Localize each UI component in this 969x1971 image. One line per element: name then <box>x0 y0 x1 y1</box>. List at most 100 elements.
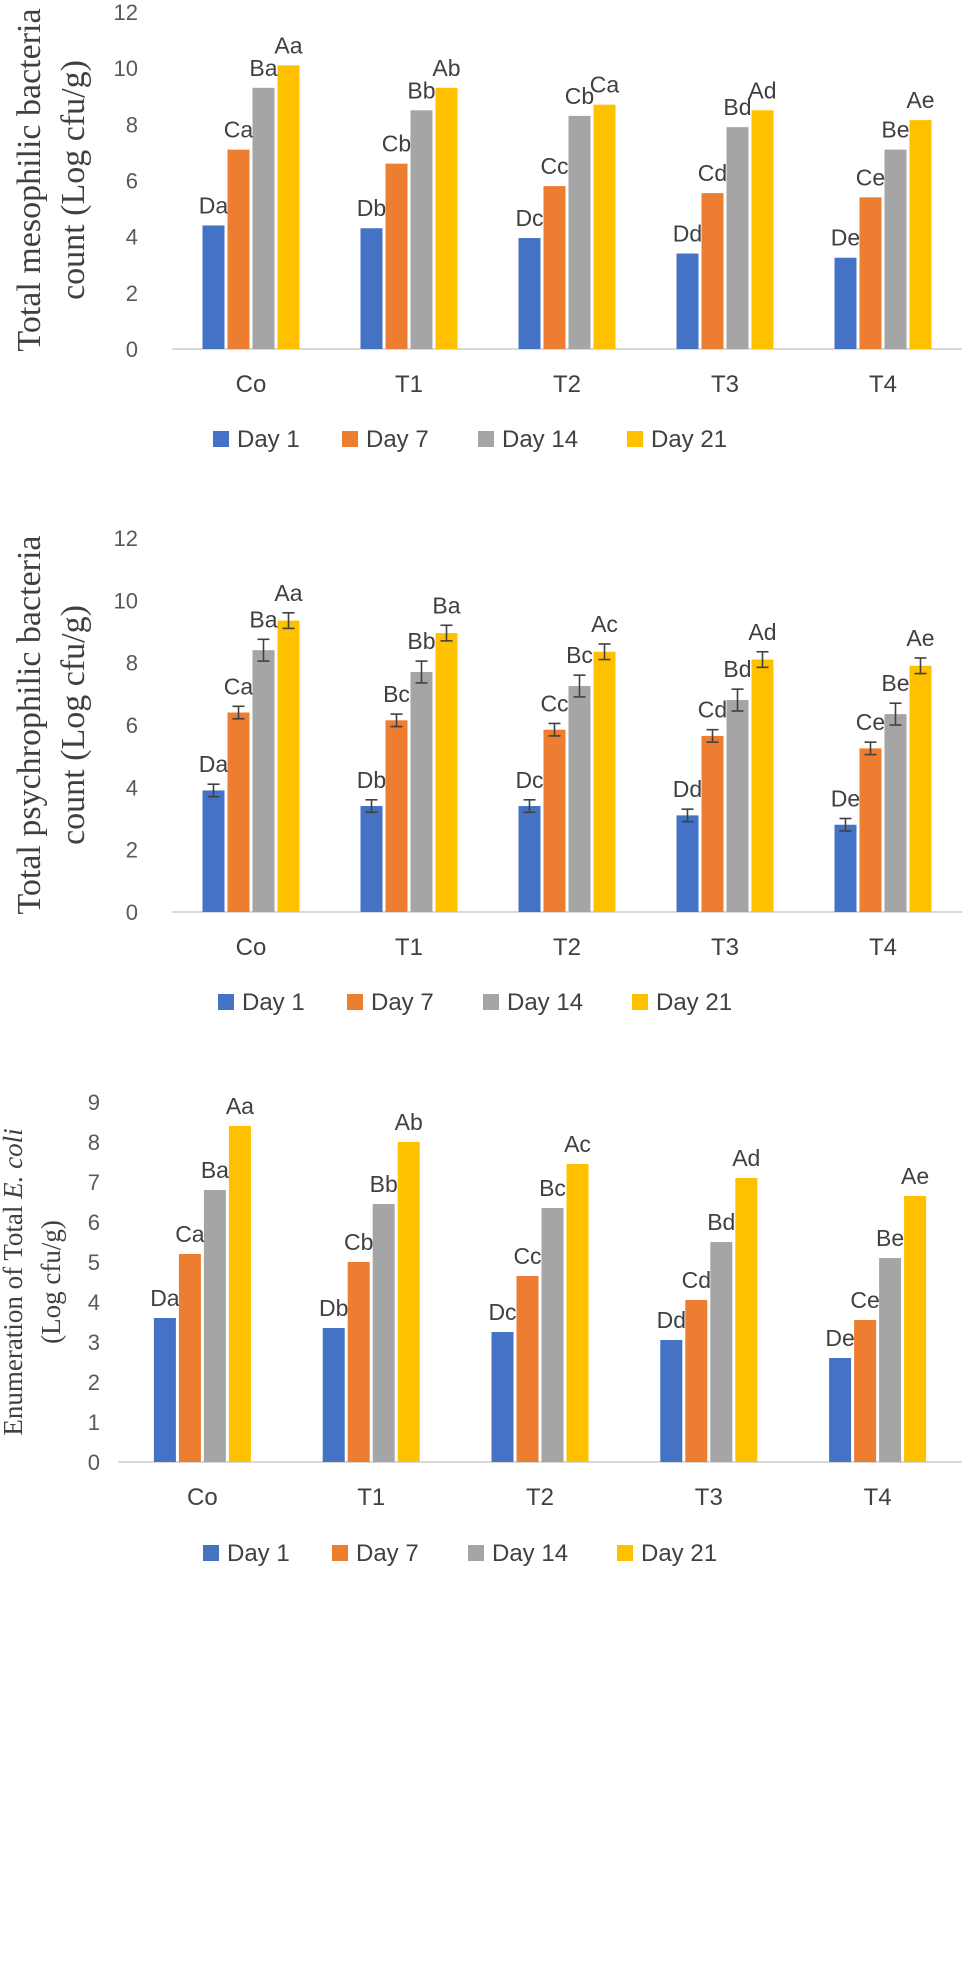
bar-day-21-t1 <box>435 633 458 912</box>
y-axis-title-line: Total mesophilic bacteria <box>11 8 48 351</box>
legend-swatch-day-21 <box>632 994 648 1010</box>
bar-day-7-co <box>178 1254 201 1462</box>
bar-day-14-t2 <box>568 115 591 350</box>
data-label: Ca <box>224 673 254 699</box>
bar-day-7-t3 <box>685 1300 708 1462</box>
x-category-label: T3 <box>711 934 739 961</box>
legend-swatch-day-14 <box>483 994 499 1010</box>
legend-label: Day 14 <box>492 1540 568 1567</box>
y-tick-label: 9 <box>88 1090 100 1115</box>
bar-day-21-t4 <box>904 1196 927 1462</box>
data-label: Be <box>876 1225 904 1251</box>
bar-day-7-t2 <box>516 1276 539 1462</box>
bar-day-14-t1 <box>410 110 433 350</box>
data-label: Ca <box>175 1221 205 1247</box>
legend-label: Day 14 <box>507 989 583 1016</box>
x-category-label: T1 <box>357 1484 385 1511</box>
data-label: Dd <box>657 1307 686 1333</box>
legend-swatch-day-7 <box>342 431 358 447</box>
bar-day-7-t4 <box>859 748 882 912</box>
data-label: Da <box>150 1285 180 1311</box>
bar-day-21-t2 <box>566 1164 589 1462</box>
y-axis-title: Total psychrophilic bacteria count (Log c… <box>11 535 92 914</box>
x-category-label: Co <box>236 371 267 398</box>
data-label: Ca <box>590 72 620 98</box>
data-label: Dc <box>488 1299 516 1325</box>
data-label: Cd <box>698 160 727 186</box>
data-label: Dc <box>515 767 543 793</box>
bar-day-1-co <box>153 1318 176 1462</box>
y-axis-title-text: Enumeration of Total <box>0 1199 28 1436</box>
y-axis-title-line: (Log cfu/g) <box>36 1220 66 1344</box>
bar-day-14-t3 <box>726 700 749 912</box>
data-label: Ad <box>748 619 776 645</box>
legend-swatch-day-7 <box>347 994 363 1010</box>
x-category-label: T2 <box>553 934 581 961</box>
bar-day-21-co <box>277 65 300 349</box>
bar-day-7-t3 <box>701 193 724 349</box>
legend-label: Day 21 <box>656 989 732 1016</box>
bar-day-1-t1 <box>360 806 383 912</box>
y-tick-label: 4 <box>88 1290 100 1315</box>
y-axis-title-italic: E. coli <box>0 1128 28 1199</box>
y-tick-label: 6 <box>126 713 138 738</box>
data-label: Da <box>199 192 229 218</box>
chart-mesophilic-bacteria: 0 2 4 6 8 10 12 Total mesophilic bacteria count … <box>11 0 962 453</box>
data-label: Bb <box>407 77 435 103</box>
bar-day-21-co <box>228 1126 251 1462</box>
legend-swatch-day-1 <box>218 994 234 1010</box>
legend-swatch-day-7 <box>332 1545 348 1561</box>
x-category-label: T4 <box>869 371 897 398</box>
x-category-label: T3 <box>711 371 739 398</box>
bar-day-1-t1 <box>322 1328 345 1462</box>
y-axis-title: Enumeration of Total E. coli (Log cfu/g) <box>0 1128 66 1435</box>
data-label: Ce <box>856 709 885 735</box>
y-tick-label: 1 <box>88 1410 100 1435</box>
y-tick-label: 8 <box>126 651 138 676</box>
x-category-label: T1 <box>395 934 423 961</box>
legend-label: Day 21 <box>641 1540 717 1567</box>
data-label: Da <box>199 751 229 777</box>
bar-day-7-t1 <box>385 720 408 912</box>
data-label: Db <box>357 195 386 221</box>
data-label: Ca <box>224 117 254 143</box>
y-tick-label: 7 <box>88 1170 100 1195</box>
bar-day-14-t2 <box>568 686 591 912</box>
bar-day-14-t4 <box>879 1258 902 1462</box>
bar-day-7-t1 <box>385 163 408 349</box>
y-tick-label: 5 <box>88 1250 100 1275</box>
y-tick-label: 2 <box>88 1370 100 1395</box>
data-label: Cb <box>565 83 594 109</box>
data-label: Aa <box>274 32 302 58</box>
bar-day-14-t4 <box>884 714 907 912</box>
data-label: Ae <box>901 1163 929 1189</box>
data-label: Ba <box>249 55 277 81</box>
data-label: Db <box>319 1295 348 1321</box>
data-label: Cc <box>540 153 568 179</box>
legend-swatch-day-14 <box>468 1545 484 1561</box>
bar-day-21-t4 <box>909 665 932 912</box>
data-label: Be <box>881 670 909 696</box>
bar-day-21-co <box>277 620 300 912</box>
bar-day-1-t3 <box>676 815 699 912</box>
bar-day-1-co <box>202 790 225 912</box>
legend-swatch-day-21 <box>617 1545 633 1561</box>
bar-day-7-t1 <box>347 1262 370 1462</box>
legend-swatch-day-1 <box>213 431 229 447</box>
data-label: Cb <box>344 1229 373 1255</box>
data-label: Ce <box>856 164 885 190</box>
bar-day-7-t4 <box>854 1320 877 1462</box>
bar-day-21-t4 <box>909 120 932 349</box>
bar-day-1-t1 <box>360 228 383 349</box>
data-label: De <box>831 786 860 812</box>
bar-day-7-t3 <box>701 735 724 912</box>
data-label: Ce <box>850 1287 879 1313</box>
legend-swatch-day-21 <box>627 431 643 447</box>
bar-day-21-t3 <box>751 659 774 912</box>
data-label: Dd <box>673 776 702 802</box>
bar-day-1-t4 <box>829 1358 852 1462</box>
bar-day-21-t1 <box>397 1142 420 1462</box>
data-label: Ae <box>906 625 934 651</box>
data-label: Bd <box>723 656 751 682</box>
legend-swatch-day-1 <box>203 1545 219 1561</box>
